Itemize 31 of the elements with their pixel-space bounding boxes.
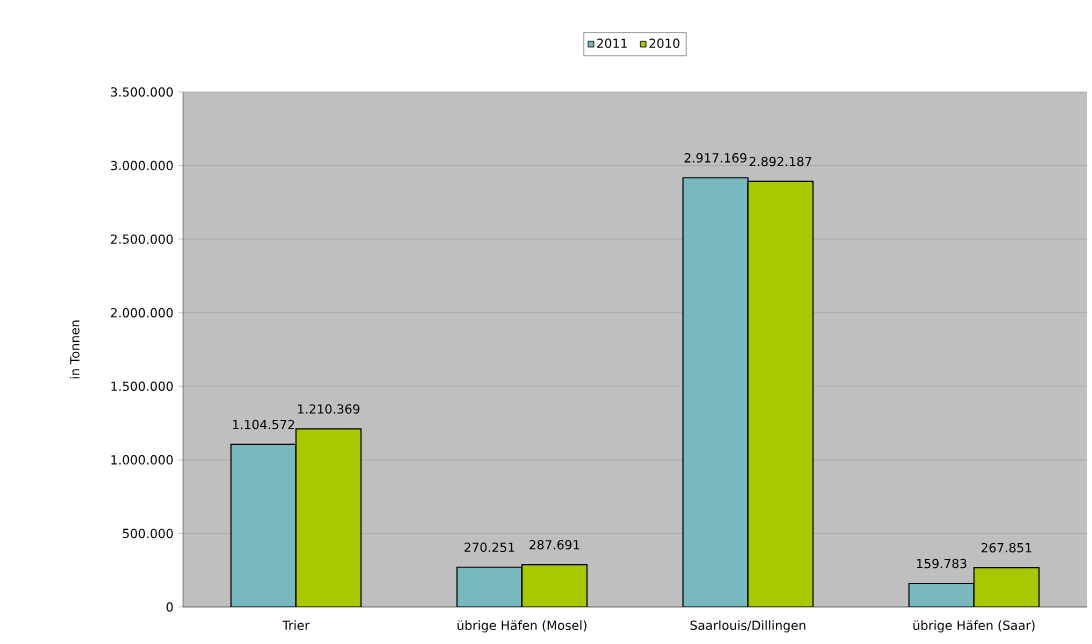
y-tick-label: 2.500.000	[110, 234, 173, 244]
y-axis-title: in Tonnen	[69, 320, 80, 379]
bar	[908, 582, 975, 607]
y-tick-label: 1.000.000	[111, 455, 173, 465]
data-label: 267.851	[981, 542, 1032, 553]
data-label: 270.251	[464, 542, 515, 553]
legend-label: 2011	[597, 38, 627, 49]
data-label: 159.783	[917, 558, 967, 569]
bar	[456, 566, 523, 607]
y-tick-label: 500.000	[122, 528, 173, 539]
legend-label: 2010	[649, 38, 680, 49]
y-tick-label: 3.000.000	[110, 160, 173, 171]
bar	[973, 566, 1040, 607]
x-tick-label: Trier	[282, 620, 310, 631]
data-label: 2.892.187	[749, 156, 812, 167]
bar	[295, 428, 362, 607]
x-tick-label: Saarlouis/Dillingen	[690, 620, 806, 633]
bar	[682, 177, 749, 607]
y-tick-label: 3.500.000	[110, 87, 173, 97]
data-label: 1.210.369	[298, 404, 360, 414]
y-tick-label: 0	[166, 602, 173, 612]
bar	[747, 180, 814, 607]
data-label: 1.104.572	[233, 419, 295, 430]
data-label: 2.917.169	[684, 153, 747, 163]
bar	[230, 443, 297, 607]
y-tick-label: 1.500.000	[111, 381, 173, 391]
x-tick-label: übrige Häfen (Mosel)	[457, 620, 587, 633]
y-tick-label: 2.000.000	[110, 307, 173, 318]
data-label: 287.691	[529, 540, 580, 550]
x-tick-label: übrige Häfen (Saar)	[913, 620, 1035, 633]
bar	[521, 564, 588, 607]
